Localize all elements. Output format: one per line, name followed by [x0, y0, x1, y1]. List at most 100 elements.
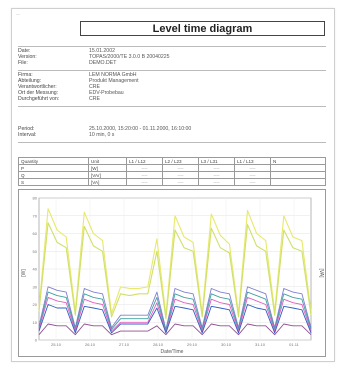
- y-tick-labels: 0 10 20 30 40 50 60 70 80: [33, 196, 38, 343]
- info-key: Durchgeführt von:: [18, 96, 60, 102]
- info-key: Version:: [18, 54, 37, 60]
- info-key: Date:: [18, 48, 31, 54]
- info-row: Verantwortlicher: CRE: [18, 84, 326, 90]
- table-cell: ----: [234, 171, 271, 179]
- column-header: Quantity: [18, 157, 89, 165]
- table-cell: ----: [198, 178, 235, 186]
- y-tick-label: 40: [33, 267, 38, 272]
- info-value: TOPAS/2000/TE 3.0.0 B 20040225: [89, 54, 170, 60]
- x-tick-labels: 25.10 26.10 27.10 28.10 29.10 30.10 31.10 01.11: [51, 342, 300, 347]
- info-row-period: Period: 25.10.2000, 15:20:00 - 01.11.200…: [18, 126, 326, 132]
- divider: [18, 106, 326, 107]
- chart-series-group: [38, 208, 312, 336]
- x-tick-label: 26.10: [85, 342, 96, 347]
- info-row-interval: Interval: 10 min, 0 s: [18, 132, 326, 138]
- info-row: Firma: LEM NORMA GmbH: [18, 72, 326, 78]
- info-key: Interval:: [18, 132, 37, 138]
- info-row-date: Date: 15.01.2002: [18, 48, 326, 54]
- table-cell: ----: [126, 164, 163, 172]
- column-header: L1 / L12: [126, 157, 163, 165]
- info-key: Verantwortlicher:: [18, 84, 57, 90]
- table-cell: ----: [162, 178, 199, 186]
- series-line-1: [38, 208, 312, 316]
- table-cell: ----: [234, 178, 271, 186]
- table-cell: S: [18, 178, 89, 186]
- table-header-row: Quantity Unit L1 / L12 L2 / L23 L3 / L31…: [18, 157, 326, 165]
- corner-mark: —: [16, 11, 20, 16]
- info-row-file: File: DEMO.DET: [18, 60, 326, 66]
- chart-svg: 0 10 20 30 40 50 60 70 80 25.10 26.10 27.10 28.10 29…: [21, 196, 324, 356]
- info-row: Ort der Messung: EDV-Probebau: [18, 90, 326, 96]
- y-tick-label: 0: [35, 338, 38, 343]
- x-tick-label: 29.10: [187, 342, 198, 347]
- table-cell: [270, 164, 326, 172]
- info-key: Period:: [18, 126, 35, 132]
- x-tick-label: 31.10: [255, 342, 266, 347]
- table-cell: ----: [126, 178, 163, 186]
- info-value: EDV-Probebau: [89, 90, 124, 96]
- y-axis-label-right: [VA]: [318, 268, 324, 278]
- info-value: 15.01.2002: [89, 48, 115, 54]
- table-cell: [W]: [88, 164, 127, 172]
- info-row: Abteilung: Produkt Management: [18, 78, 326, 84]
- x-axis-label: Date/Time: [161, 349, 184, 355]
- level-time-chart: 0 10 20 30 40 50 60 70 80 25.10 26.10 27.10 28.10 29…: [18, 189, 326, 357]
- x-tick-label: 28.10: [153, 342, 164, 347]
- table-row: P [W] ---- ---- ---- ----: [18, 164, 326, 172]
- report-page: — Level time diagram Date: 15.01.2002 Ve…: [11, 8, 335, 362]
- table-cell: ----: [234, 164, 271, 172]
- table-cell: ----: [162, 171, 199, 179]
- x-tick-label: 27.10: [119, 342, 130, 347]
- info-value: LEM NORMA GmbH: [89, 72, 137, 78]
- info-row-version: Version: TOPAS/2000/TE 3.0.0 B 20040225: [18, 54, 326, 60]
- y-tick-label: 50: [33, 249, 38, 254]
- divider: [18, 46, 326, 47]
- info-value: CRE: [89, 84, 100, 90]
- info-row: Durchgeführt von: CRE: [18, 96, 326, 102]
- quantity-table: Quantity Unit L1 / L12 L2 / L23 L3 / L31…: [18, 157, 326, 186]
- y-tick-label: 10: [33, 320, 38, 325]
- table-cell: ----: [126, 171, 163, 179]
- column-header: Unit: [88, 157, 127, 165]
- table-cell: ----: [198, 171, 235, 179]
- info-block-general: Date: 15.01.2002 Version: TOPAS/2000/TE …: [18, 48, 326, 66]
- table-cell: Q: [18, 171, 89, 179]
- table-cell: [VAr]: [88, 171, 127, 179]
- y-tick-label: 20: [33, 302, 38, 307]
- x-tick-label: 25.10: [51, 342, 62, 347]
- series-line-4: [38, 291, 312, 332]
- table-cell: [VA]: [88, 178, 127, 186]
- column-header: L1 / L13: [234, 157, 271, 165]
- column-header: L3 / L31: [198, 157, 235, 165]
- series-line-7: [38, 323, 312, 336]
- y-tick-label: 30: [33, 284, 38, 289]
- series-line-6: [38, 304, 312, 334]
- info-value: DEMO.DET: [89, 60, 117, 66]
- info-key: Abteilung:: [18, 78, 42, 84]
- column-header: L2 / L23: [162, 157, 199, 165]
- table-row: S [VA] ---- ---- ---- ----: [18, 178, 326, 186]
- y-tick-label: 60: [33, 231, 38, 236]
- table-cell: ----: [198, 164, 235, 172]
- report-title: Level time diagram: [80, 21, 325, 36]
- series-line-2: [38, 222, 312, 320]
- series-line-3: [38, 286, 312, 330]
- divider: [18, 70, 326, 71]
- table-row: Q [VAr] ---- ---- ---- ----: [18, 171, 326, 179]
- info-block-period: Period: 25.10.2000, 15:20:00 - 01.11.200…: [18, 126, 326, 138]
- table-cell: [270, 178, 326, 186]
- divider: [18, 142, 326, 143]
- table-cell: P: [18, 164, 89, 172]
- info-value: CRE: [89, 96, 100, 102]
- info-block-company: Firma: LEM NORMA GmbH Abteilung: Produkt…: [18, 72, 326, 102]
- table-cell: ----: [162, 164, 199, 172]
- y-tick-label: 70: [33, 213, 38, 218]
- y-tick-label: 80: [33, 196, 38, 201]
- y-axis-label: [W]: [21, 269, 27, 277]
- column-header: N: [270, 157, 326, 165]
- info-key: Ort der Messung:: [18, 90, 59, 96]
- x-tick-label: 30.10: [221, 342, 232, 347]
- info-value: 25.10.2000, 15:20:00 - 01.11.2000, 16:10…: [89, 126, 192, 132]
- x-tick-label: 01.11: [289, 342, 299, 347]
- info-value: 10 min, 0 s: [89, 132, 115, 138]
